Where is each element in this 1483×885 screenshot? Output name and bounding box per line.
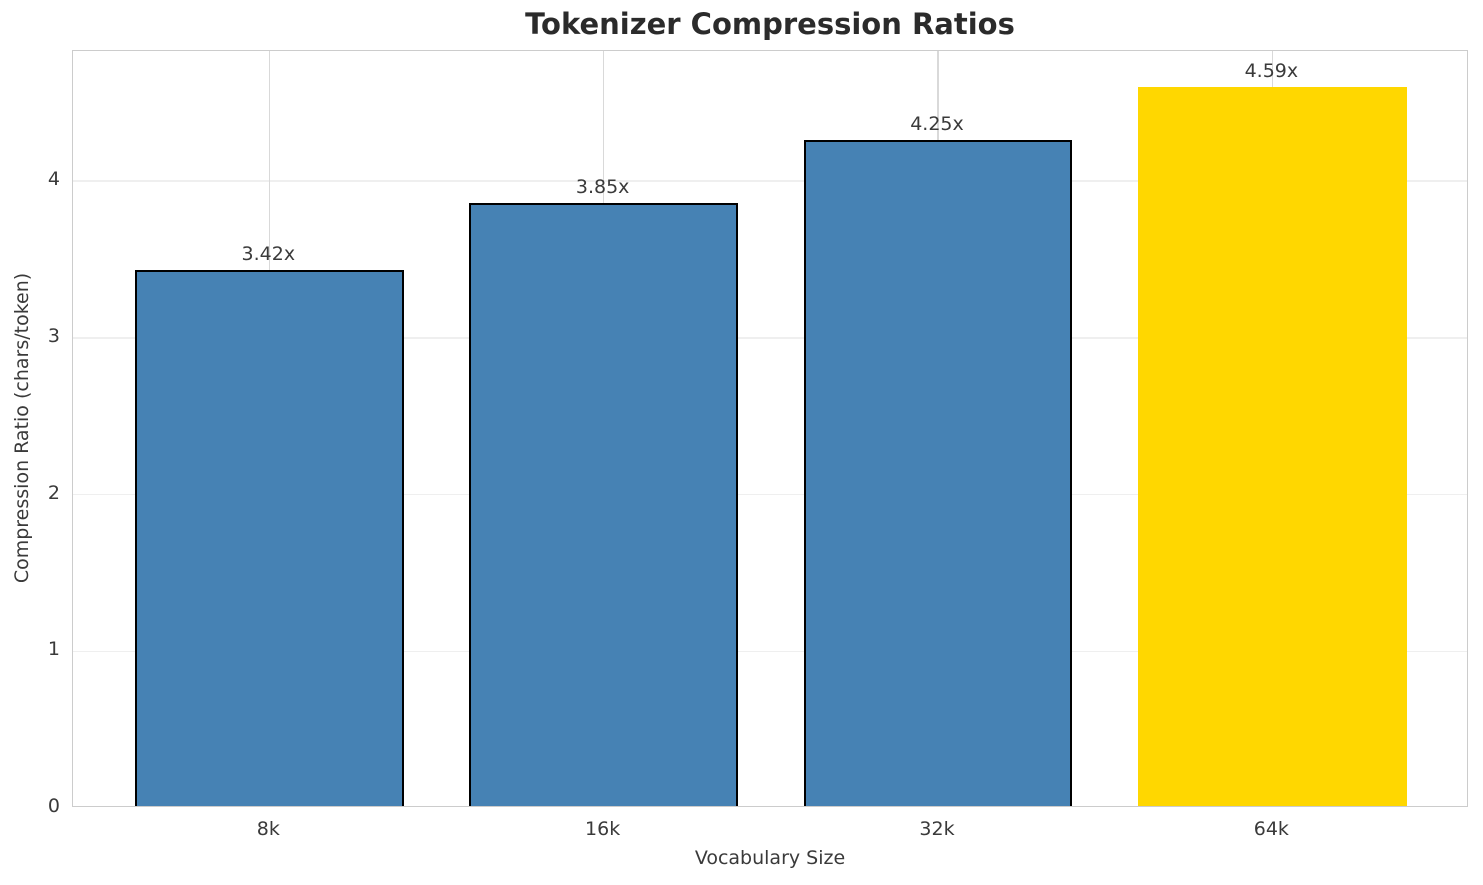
bar (1138, 86, 1407, 806)
y-tick-label: 0 (47, 795, 60, 817)
gridline-horizontal (73, 337, 1467, 339)
bar (469, 202, 738, 806)
y-tick-label: 3 (47, 324, 60, 347)
x-axis-label: Vocabulary Size (694, 847, 846, 869)
bar-value-label: 4.25x (910, 112, 964, 135)
x-tick-label: 8k (256, 818, 280, 840)
bar (135, 270, 404, 806)
chart-title: Tokenizer Compression Ratios (525, 7, 1015, 41)
y-tick-label: 4 (47, 168, 60, 191)
bar-value-label: 3.42x (241, 242, 296, 265)
x-tick-label: 64k (1253, 818, 1289, 840)
plot-area (72, 50, 1468, 807)
y-tick-label: 2 (47, 481, 60, 504)
y-tick-label: 1 (47, 638, 60, 661)
y-axis-label: Compression Ratio (chars/token) (11, 272, 33, 584)
x-tick-label: 16k (585, 818, 621, 840)
gridline-horizontal (73, 493, 1467, 496)
gridline-horizontal (73, 650, 1467, 653)
gridline-horizontal (73, 180, 1467, 182)
bar-value-label: 3.85x (575, 175, 630, 198)
bar (803, 139, 1073, 806)
x-tick-label: 32k (919, 818, 955, 840)
bar-value-label: 4.59x (1244, 59, 1299, 82)
